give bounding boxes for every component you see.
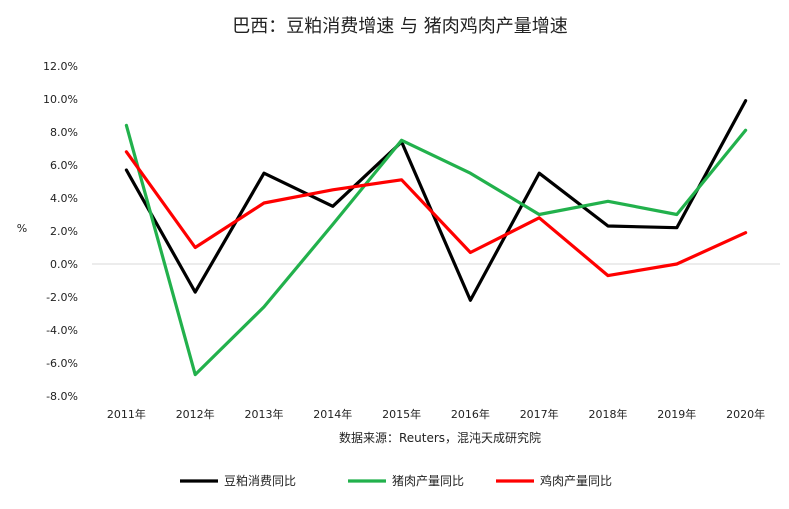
y-tick-label: -6.0% [46,357,78,370]
data-point [744,129,747,132]
x-tick-label: 2014年 [313,407,352,421]
data-point [194,246,197,249]
data-point [469,251,472,254]
legend-label: 猪肉产量同比 [392,474,464,488]
y-tick-label: -2.0% [46,291,78,304]
data-point [606,224,610,228]
data-point [744,231,747,234]
data-point [400,178,403,182]
x-tick-label: 2017年 [520,407,559,421]
data-point [331,188,334,191]
data-point [262,305,266,309]
data-point [262,201,266,205]
data-point [125,150,128,153]
x-tick-label: 2016年 [451,407,490,421]
data-point [675,262,678,266]
y-axis-label: % [17,222,27,235]
series-line-2 [124,150,748,278]
data-point [538,172,541,175]
x-tick-label: 2011年 [107,407,146,421]
legend: 豆粕消费同比 猪肉产量同比 鸡肉产量同比 [180,473,612,488]
x-tick-label: 2013年 [245,407,284,421]
legend-label: 豆粕消费同比 [224,473,296,488]
chart-title: 巴西：豆粕消费增速 与 猪肉鸡肉产量增速 [232,16,567,37]
data-point [538,216,541,219]
y-tick-label: -8.0% [46,390,78,403]
x-tick-label: 2019年 [657,407,696,421]
y-tick-label: 0.0% [50,258,78,271]
data-point [262,172,266,175]
data-point [469,172,472,175]
legend-label: 鸡肉产量同比 [540,473,612,488]
y-tick-label: 12.0% [43,60,78,73]
series-line-0 [124,99,748,302]
y-tick-label: 4.0% [50,192,78,205]
x-tick-label: 2015年 [382,407,421,421]
x-tick-label: 2018年 [589,407,628,421]
y-tick-label: 10.0% [43,93,78,106]
data-point [675,226,678,229]
y-tick-label: 6.0% [50,159,78,172]
data-point [400,139,403,142]
data-point [744,99,747,102]
y-tick-label: 8.0% [50,126,78,139]
series-lines [124,99,748,377]
data-point [469,299,472,302]
series-line-1 [124,123,748,377]
source-note: 数据来源：Reuters，混沌天成研究院 [339,430,541,445]
y-tick-label: -4.0% [46,324,78,337]
data-point [194,373,197,376]
data-point [606,274,610,277]
data-point [331,223,334,226]
y-axis-ticks: 12.0% 10.0% 8.0% 6.0% 4.0% 2.0% 0.0% -2.0% -4.0%… [43,60,78,403]
y-tick-label: 2.0% [50,225,78,238]
data-point [606,200,610,203]
data-point [125,124,128,127]
x-tick-label: 2020年 [726,407,765,421]
data-point [125,168,128,172]
data-point [194,290,197,294]
x-tick-label: 2012年 [176,407,215,421]
data-point [538,213,541,216]
x-axis-ticks: 2011年 2012年 2013年 2014年 2015年 2016年 2017年 2018年… [107,407,765,421]
data-point [331,205,334,208]
data-point [675,213,678,216]
